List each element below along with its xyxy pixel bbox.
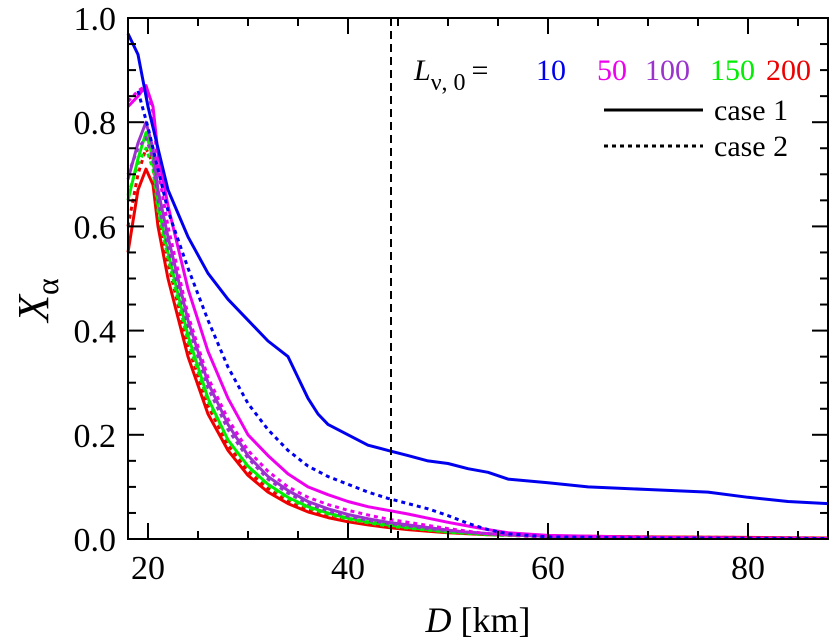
legend-value-50: 50 — [597, 54, 627, 87]
series-line-L150-case-2 — [126, 146, 829, 540]
y-axis-label: Xα — [9, 278, 65, 324]
series-line-L200-case-1 — [126, 167, 829, 540]
legend-value-100: 100 — [645, 54, 690, 87]
series-line-L200-case-2 — [126, 146, 829, 540]
y-axis-label-sub: α — [29, 278, 65, 295]
series-line-L100-case-2 — [126, 136, 829, 540]
y-axis-label-var: X — [9, 293, 58, 324]
axis-tick-labels: 20 40 60 80 0.0 0.2 0.4 0.6 0.8 1.0 — [74, 1, 766, 587]
legend-label-case-1: case 1 — [714, 94, 788, 127]
series-line-L50-case-2 — [126, 84, 829, 540]
x-axis-label: D [km] — [425, 600, 531, 640]
legend-value-150: 150 — [710, 54, 755, 87]
series-line-L100-case-1 — [126, 120, 829, 540]
legend-title-var: L — [413, 54, 431, 87]
axis-ticks — [128, 17, 828, 540]
legend-label-case-2: case 2 — [714, 130, 788, 163]
x-axis-label-unit: [km] — [452, 600, 531, 640]
y-tick-label: 1.0 — [74, 1, 117, 38]
x-tick-label: 60 — [531, 550, 565, 587]
x-tick-label: 40 — [331, 550, 365, 587]
x-tick-label: 80 — [731, 550, 765, 587]
legend-title: Lν, 0 = — [413, 54, 488, 96]
legend-value-10: 10 — [536, 54, 566, 87]
y-tick-label: 0.2 — [74, 418, 117, 455]
series-line-L50-case-1 — [126, 84, 829, 540]
legend-title-eq: = — [472, 54, 489, 87]
y-tick-label: 0.8 — [74, 105, 117, 142]
series-layer — [126, 32, 829, 540]
legend-title-sub: ν, 0 — [431, 70, 466, 96]
series-line-L150-case-1 — [126, 131, 829, 540]
x-tick-label: 20 — [131, 550, 165, 587]
y-tick-label: 0.6 — [74, 209, 117, 246]
y-tick-label: 0.4 — [74, 314, 117, 351]
x-axis-label-var: D — [425, 600, 452, 640]
legend-values: 10 50 100 150 200 — [536, 54, 811, 87]
y-tick-label: 0.0 — [74, 522, 117, 559]
series-line-L10-case-1 — [126, 32, 829, 506]
legend-value-200: 200 — [766, 54, 811, 87]
